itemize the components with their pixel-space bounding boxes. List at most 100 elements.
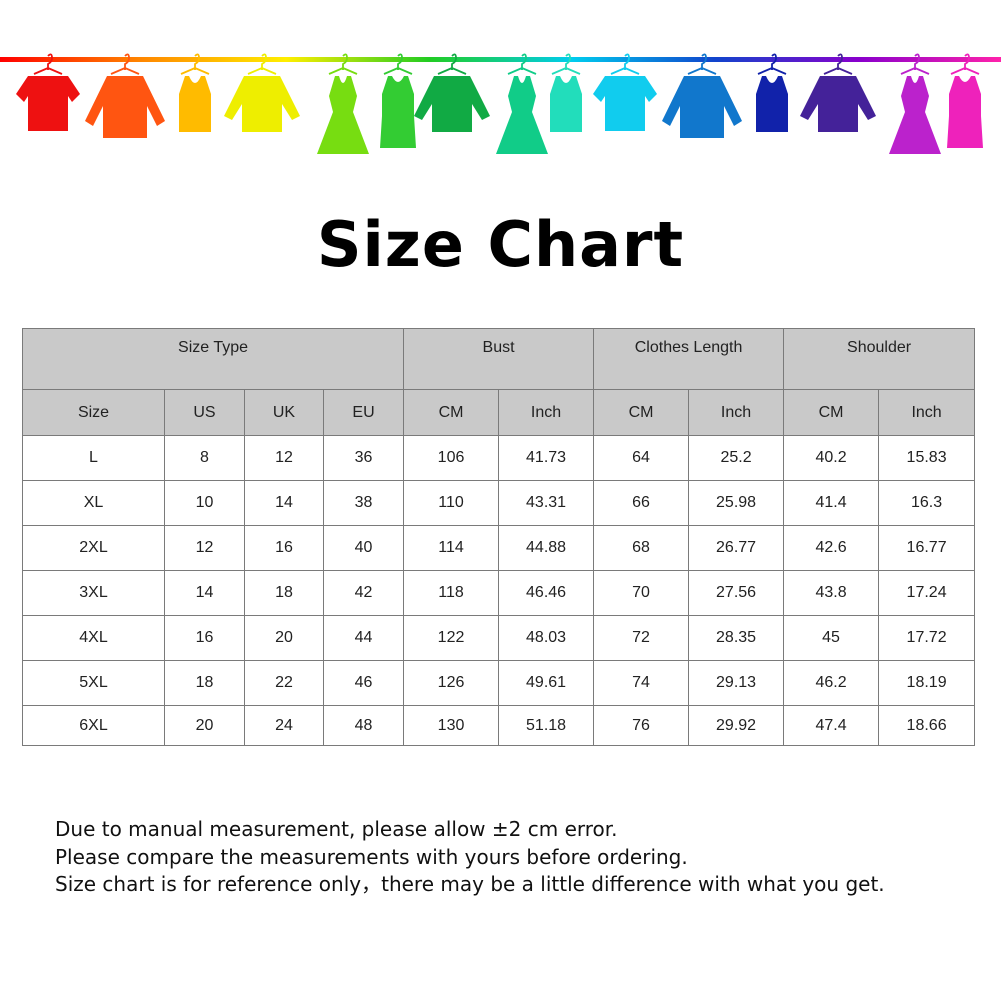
table-cell: 40.2 bbox=[783, 435, 880, 481]
note-line: Size chart is for reference only，there m… bbox=[55, 872, 885, 896]
table-cell: 24 bbox=[244, 705, 324, 746]
table-cell: 106 bbox=[403, 435, 500, 481]
table-cell: 40 bbox=[322, 525, 405, 571]
sub-header: UK bbox=[244, 389, 324, 436]
table-cell: 74 bbox=[593, 660, 690, 706]
table-row: XL 10 14 38 110 43.31 66 25.98 41.4 16.3 bbox=[22, 480, 976, 526]
table-cell: 110 bbox=[403, 480, 500, 526]
table-cell: 114 bbox=[403, 525, 500, 571]
table-cell: 42 bbox=[322, 570, 405, 616]
table-cell: 51.18 bbox=[498, 705, 595, 746]
table-cell: 15.83 bbox=[878, 435, 976, 481]
table-cell: 22 bbox=[244, 660, 324, 706]
table-cell: 44.88 bbox=[498, 525, 595, 571]
table-cell: 16.77 bbox=[878, 525, 976, 571]
table-cell: 29.13 bbox=[688, 660, 785, 706]
table-cell: 20 bbox=[164, 705, 245, 746]
table-cell: 47.4 bbox=[783, 705, 880, 746]
sub-header: EU bbox=[322, 389, 405, 436]
table-cell: 126 bbox=[403, 660, 500, 706]
table-cell: XL bbox=[22, 480, 165, 526]
table-cell: 76 bbox=[593, 705, 690, 746]
table-cell: L bbox=[22, 435, 165, 481]
notes: Due to manual measurement, please allow … bbox=[55, 816, 885, 899]
table-cell: 4XL bbox=[22, 615, 165, 661]
table-cell: 16 bbox=[164, 615, 245, 661]
tshirt-icon bbox=[593, 53, 657, 131]
group-header-row: Size Type Bust Clothes Length Shoulder bbox=[21, 328, 976, 390]
table-cell: 46 bbox=[322, 660, 405, 706]
table-cell: 36 bbox=[322, 435, 405, 481]
table-cell: 28.35 bbox=[688, 615, 785, 661]
group-header: Size Type bbox=[21, 328, 405, 390]
table-cell: 16 bbox=[244, 525, 324, 571]
table-cell: 25.98 bbox=[688, 480, 785, 526]
table-cell: 3XL bbox=[22, 570, 165, 616]
table-cell: 38 bbox=[322, 480, 405, 526]
note-line: Please compare the measurements with you… bbox=[55, 844, 688, 869]
table-cell: 118 bbox=[403, 570, 500, 616]
size-table: Size Type Bust Clothes Length Shoulder Size U… bbox=[21, 328, 976, 746]
tank-top-icon bbox=[756, 53, 788, 132]
table-cell: 8 bbox=[164, 435, 245, 481]
table-cell: 29.92 bbox=[688, 705, 785, 746]
sub-header: Size bbox=[22, 389, 165, 436]
sub-header-row: Size US UK EU CM Inch CM Inch CM Inch bbox=[22, 389, 976, 436]
sweater-icon bbox=[224, 53, 300, 132]
group-header: Clothes Length bbox=[593, 328, 785, 390]
dress-icon bbox=[889, 53, 941, 154]
table-cell: 44 bbox=[322, 615, 405, 661]
table-cell: 18 bbox=[164, 660, 245, 706]
table-cell: 17.24 bbox=[878, 570, 976, 616]
sub-header: Inch bbox=[878, 389, 976, 436]
table-cell: 46.2 bbox=[783, 660, 880, 706]
table-cell: 48 bbox=[322, 705, 405, 746]
table-cell: 25.2 bbox=[688, 435, 785, 481]
belted-dress-icon bbox=[380, 53, 416, 148]
table-cell: 42.6 bbox=[783, 525, 880, 571]
clothes-rod bbox=[0, 57, 1001, 62]
table-cell: 64 bbox=[593, 435, 690, 481]
table-cell: 14 bbox=[244, 480, 324, 526]
table-cell: 18 bbox=[244, 570, 324, 616]
table-row: 2XL 12 16 40 114 44.88 68 26.77 42.6 16.77 bbox=[22, 525, 976, 571]
table-cell: 41.73 bbox=[498, 435, 595, 481]
sub-header: Inch bbox=[498, 389, 595, 436]
table-row: 3XL 14 18 42 118 46.46 70 27.56 43.8 17.24 bbox=[22, 570, 976, 616]
table-cell: 70 bbox=[593, 570, 690, 616]
table-row: 6XL 20 24 48 130 51.18 76 29.92 47.4 18.66 bbox=[22, 705, 976, 746]
belted-dress-icon bbox=[947, 53, 983, 148]
table-cell: 130 bbox=[403, 705, 500, 746]
table-row: L 8 12 36 106 41.73 64 25.2 40.2 15.83 bbox=[22, 435, 976, 481]
jacket-icon bbox=[662, 53, 742, 138]
table-cell: 12 bbox=[244, 435, 324, 481]
table-cell: 18.19 bbox=[878, 660, 976, 706]
sweater-icon bbox=[414, 53, 490, 132]
table-cell: 45 bbox=[783, 615, 880, 661]
table-cell: 18.66 bbox=[878, 705, 976, 746]
group-header: Bust bbox=[403, 328, 595, 390]
table-cell: 43.8 bbox=[783, 570, 880, 616]
tank-top-icon bbox=[179, 53, 211, 132]
group-header: Shoulder bbox=[783, 328, 976, 390]
note-line: Due to manual measurement, please allow … bbox=[55, 817, 618, 841]
table-cell: 20 bbox=[244, 615, 324, 661]
sub-header: CM bbox=[783, 389, 880, 436]
table-cell: 43.31 bbox=[498, 480, 595, 526]
table-cell: 27.56 bbox=[688, 570, 785, 616]
table-cell: 41.4 bbox=[783, 480, 880, 526]
sub-header: CM bbox=[403, 389, 500, 436]
tshirt-icon bbox=[16, 53, 80, 131]
table-row: 5XL 18 22 46 126 49.61 74 29.13 46.2 18.19 bbox=[22, 660, 976, 706]
dress-icon bbox=[496, 53, 548, 154]
table-cell: 26.77 bbox=[688, 525, 785, 571]
table-row: 4XL 16 20 44 122 48.03 72 28.35 45 17.72 bbox=[22, 615, 976, 661]
table-cell: 16.3 bbox=[878, 480, 976, 526]
table-cell: 12 bbox=[164, 525, 245, 571]
table-cell: 46.46 bbox=[498, 570, 595, 616]
table-cell: 49.61 bbox=[498, 660, 595, 706]
page-title: Size Chart bbox=[316, 208, 685, 281]
table-cell: 68 bbox=[593, 525, 690, 571]
clothes-rack-banner bbox=[0, 53, 1001, 154]
table-cell: 2XL bbox=[22, 525, 165, 571]
